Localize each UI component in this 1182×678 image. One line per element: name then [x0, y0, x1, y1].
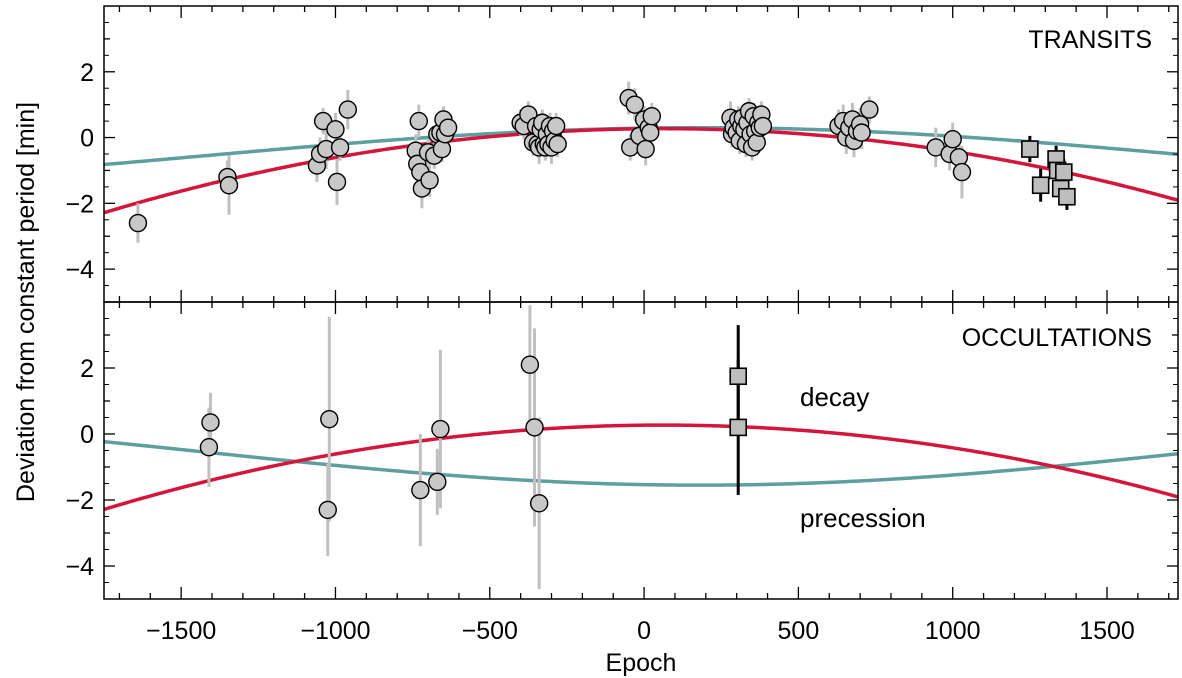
x-tick-labels: −1500 −1000 −500 0 500 1000 1500 [146, 617, 1135, 645]
data-point-square [729, 367, 748, 386]
data-point [525, 418, 544, 437]
data-point [747, 133, 766, 152]
decay-curve-label: decay [800, 382, 869, 412]
data-point [431, 419, 450, 439]
occultations-panel-label: OCCULTATIONS [962, 324, 1152, 352]
data-point [548, 134, 567, 154]
x-tick-label: 0 [637, 617, 651, 645]
data-point [320, 409, 339, 429]
transits-panel-label: TRANSITS [1028, 26, 1152, 54]
x-tick-label: 1000 [925, 617, 981, 645]
data-point [546, 116, 566, 136]
data-point [952, 162, 972, 182]
data-point [520, 355, 540, 374]
data-point [949, 148, 969, 167]
data-point [529, 494, 549, 513]
data-point [411, 480, 430, 500]
y-tick-label: −2 [65, 190, 94, 218]
y-tick-label: 0 [80, 125, 94, 153]
y-tick-label: 2 [80, 59, 94, 87]
occultations-panel: −4 −2 0 2 OCCULTATIONS decay precession [65, 301, 1179, 600]
data-point-square [1031, 176, 1050, 195]
x-tick-label: 1500 [1079, 617, 1135, 645]
y-tick-label: 0 [80, 421, 94, 449]
data-point [338, 100, 358, 119]
data-point [641, 123, 660, 142]
y-tick-label: −2 [65, 487, 94, 515]
data-point-square [1058, 187, 1076, 206]
data-point [432, 139, 452, 159]
occultations-model-curves [104, 423, 1178, 512]
data-point [753, 116, 773, 136]
transits-data-points [128, 81, 1076, 243]
y-tick-label: −4 [65, 553, 94, 581]
x-tick-label: 500 [778, 617, 820, 645]
data-point-square [1021, 140, 1039, 158]
occultations-axes: −4 −2 0 2 [65, 301, 1179, 600]
decay-curve [104, 423, 1178, 512]
data-point [327, 172, 347, 192]
data-point [199, 438, 219, 457]
occultations-data-points [199, 305, 748, 590]
data-point [438, 118, 458, 137]
precession-curve [104, 439, 1178, 487]
data-point [128, 213, 148, 233]
x-axis-label: Epoch [606, 649, 677, 677]
data-point [852, 123, 871, 142]
data-point [420, 171, 439, 190]
precession-curve-label: precession [800, 503, 926, 533]
y-tick-label: −4 [65, 256, 94, 284]
data-point [409, 111, 428, 131]
data-point [860, 100, 879, 119]
y-axis-label: Deviation from constant period [min] [12, 102, 40, 502]
data-point [201, 413, 220, 432]
data-point [428, 472, 447, 492]
data-point-square [729, 418, 748, 437]
data-point [318, 500, 337, 520]
x-tick-label: −500 [462, 617, 518, 645]
x-tick-label: −1000 [300, 617, 370, 645]
data-point [219, 176, 239, 195]
data-point [330, 138, 350, 157]
transits-panel: −4 −2 0 2 TRANSITS [65, 5, 1179, 303]
x-tick-label: −1500 [146, 617, 216, 645]
y-tick-label: 2 [80, 355, 94, 383]
data-point [326, 120, 345, 139]
data-point [943, 129, 962, 149]
data-point [636, 139, 655, 159]
data-point-square [1055, 163, 1073, 181]
data-point [642, 106, 662, 126]
data-point [625, 95, 645, 114]
